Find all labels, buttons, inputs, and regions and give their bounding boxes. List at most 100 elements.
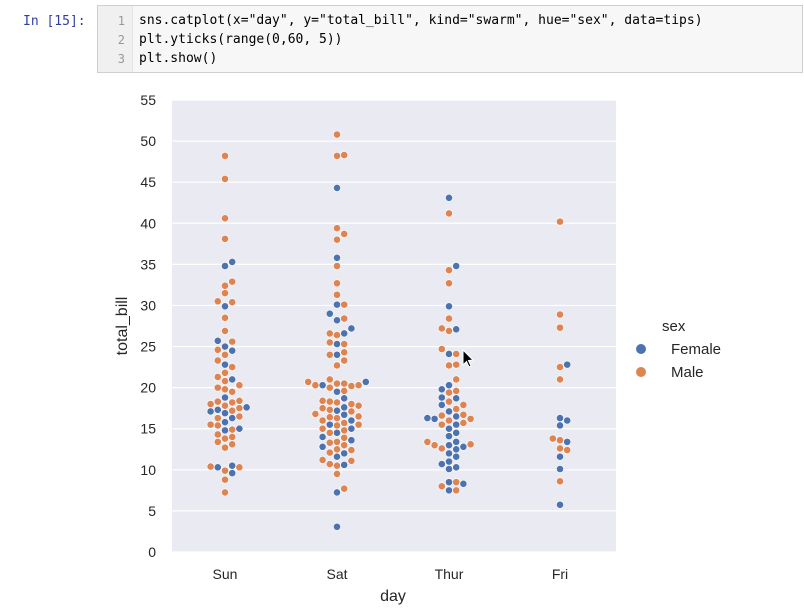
swarm-point-male xyxy=(221,151,229,160)
swarm-point-female xyxy=(556,452,564,461)
swarm-point-female xyxy=(452,412,461,421)
swarm-point-male xyxy=(556,477,564,486)
swarm-point-male xyxy=(340,300,349,309)
swarm-point-female xyxy=(563,360,572,369)
swarm-point-male xyxy=(228,277,237,286)
swarm-point-male xyxy=(318,456,327,464)
swarm-point-female xyxy=(430,414,439,423)
swarm-point-male xyxy=(347,456,356,465)
swarm-point-female xyxy=(445,441,453,450)
swarm-point-male xyxy=(213,373,222,381)
swarm-point-female xyxy=(556,465,564,473)
swarm-point-female xyxy=(325,420,334,429)
swarm-point-male xyxy=(221,350,229,359)
swarm-point-female xyxy=(452,428,461,437)
swarm-point-male xyxy=(445,397,453,406)
swarm-point-male xyxy=(452,387,461,395)
swarm-point-female xyxy=(437,460,446,468)
swarm-point-male xyxy=(563,446,572,454)
swarm-point-female xyxy=(445,457,453,466)
swarm-point-female xyxy=(347,424,356,433)
swarm-point-male xyxy=(221,443,229,452)
swarm-point-female xyxy=(445,478,453,487)
swarm-point-male xyxy=(325,413,334,422)
swarm-point-female xyxy=(452,463,461,472)
x-tick-label: Sat xyxy=(326,566,347,582)
code-line-1[interactable]: sns.catplot(x="day", y="total_bill", kin… xyxy=(139,13,703,28)
swarm-point-male xyxy=(228,406,237,415)
swarm-point-female xyxy=(445,302,453,311)
swarm-point-male xyxy=(325,448,334,457)
swarm-point-female xyxy=(452,262,461,270)
swarm-point-male xyxy=(333,445,341,454)
swarm-point-male xyxy=(445,361,453,370)
swarm-point-male xyxy=(354,420,363,429)
swarm-point-male xyxy=(304,377,313,386)
swarm-point-male xyxy=(228,298,237,307)
swarm-point-male xyxy=(445,209,453,218)
swarm-point-male xyxy=(466,440,475,449)
swarm-point-female xyxy=(228,257,237,266)
swarm-point-male xyxy=(318,424,327,433)
swarm-point-female xyxy=(318,381,327,390)
swarm-point-male xyxy=(340,230,349,238)
swarm-point-male xyxy=(228,387,237,396)
swarm-point-male xyxy=(221,327,229,335)
swarm-point-male xyxy=(333,414,341,422)
swarm-point-female xyxy=(340,394,349,403)
swarm-point-male xyxy=(556,217,564,226)
y-tick-label: 25 xyxy=(140,339,156,355)
legend-marker xyxy=(636,344,646,354)
swarm-point-male xyxy=(340,484,349,493)
swarm-point-female xyxy=(452,437,461,446)
code-line-3[interactable]: plt.show() xyxy=(139,51,218,66)
swarm-point-male xyxy=(333,379,341,388)
swarm-point-male xyxy=(213,356,222,365)
swarm-point-male xyxy=(340,340,349,348)
swarm-point-male xyxy=(333,331,341,339)
swarm-point-female xyxy=(228,414,237,422)
line-number: 3 xyxy=(117,52,125,66)
swarm-point-male xyxy=(206,400,215,408)
swarm-point-male xyxy=(213,345,222,354)
swarm-point-male xyxy=(445,388,453,397)
swarm-point-male xyxy=(325,438,334,447)
swarm-point-male xyxy=(221,488,229,497)
swarm-point-male xyxy=(221,475,229,484)
swarm-point-male xyxy=(333,398,341,407)
swarm-point-male xyxy=(325,329,334,338)
swarm-point-male xyxy=(221,174,229,183)
swarm-point-male xyxy=(311,410,320,418)
swarm-point-male xyxy=(452,405,461,413)
legend: sex Female Male xyxy=(636,318,721,381)
swarm-point-male xyxy=(213,430,222,439)
swarm-point-male xyxy=(228,337,237,346)
swarm-point-male xyxy=(228,433,237,441)
swarm-point-female xyxy=(459,479,468,488)
swarm-point-female xyxy=(228,469,237,478)
legend-title: sex xyxy=(662,318,686,335)
swarm-point-male xyxy=(333,437,341,446)
swarm-point-male xyxy=(556,363,564,371)
y-tick-label: 55 xyxy=(140,92,156,108)
swarm-point-female xyxy=(221,393,229,402)
swarm-point-male xyxy=(340,379,349,388)
swarm-point-male xyxy=(445,279,453,288)
swarm-point-female xyxy=(445,350,453,358)
swarm-point-male xyxy=(221,385,229,394)
swarm-point-female xyxy=(221,302,229,311)
swarm-point-female xyxy=(206,407,215,416)
swarm-point-male xyxy=(452,360,461,369)
swarm-point-female xyxy=(333,406,341,415)
code-cell-editor[interactable]: 1 2 3 sns.catplot(x="day", y="total_bill… xyxy=(97,5,803,73)
swarm-point-male xyxy=(430,441,439,450)
swarm-point-female xyxy=(452,394,461,403)
swarm-point-male xyxy=(213,421,222,430)
x-axis-label: day xyxy=(380,588,406,605)
swarm-point-male xyxy=(318,416,327,425)
swarm-point-female xyxy=(340,403,349,412)
swarm-point-female xyxy=(347,436,356,445)
y-tick-label: 50 xyxy=(140,133,156,149)
cell-prompt: In [15]: xyxy=(23,14,86,29)
code-line-2[interactable]: plt.yticks(range(0,60, 5)) xyxy=(139,32,343,47)
